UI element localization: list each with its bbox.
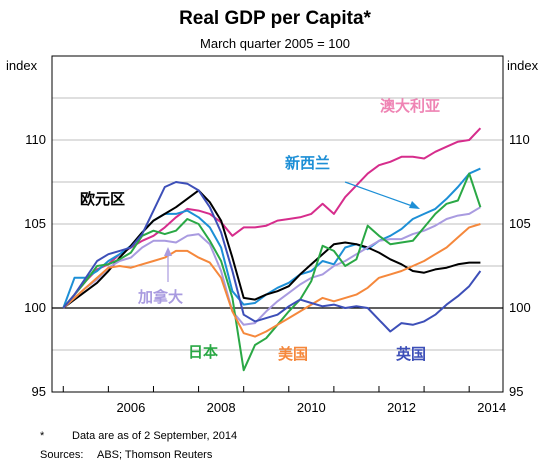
x-tick-label: 2014	[477, 400, 506, 415]
x-tick-label: 2010	[297, 400, 326, 415]
y-tick-label-left: 105	[24, 216, 46, 231]
x-tick-label: 2006	[116, 400, 145, 415]
series-line	[62, 172, 482, 372]
grid	[52, 97, 503, 351]
canada-annotation-arrowhead	[164, 247, 172, 256]
label-japan: 日本	[188, 343, 218, 361]
x-tick-label: 2012	[387, 400, 416, 415]
x-tick-label: 2008	[207, 400, 236, 415]
y-tick-labels: 95 95 100 100 105 105 110 110	[24, 132, 530, 399]
footnote-sources-label: Sources:	[40, 449, 83, 461]
y-tick-label-left: 95	[32, 384, 46, 399]
footnote-asterisk: *	[40, 430, 45, 442]
series-line	[62, 223, 481, 338]
chart-subtitle: March quarter 2005 = 100	[200, 36, 350, 51]
series-line	[62, 167, 481, 309]
series-layer	[62, 127, 482, 372]
label-uk: 英国	[396, 345, 426, 363]
series-line	[62, 181, 482, 333]
series-line	[62, 127, 482, 309]
y-tick-label-right: 95	[509, 384, 523, 399]
y-axis-label-left: index	[6, 58, 38, 73]
y-tick-label-left: 100	[24, 300, 46, 315]
nz-annotation-arrowhead	[409, 201, 420, 209]
footnote-note: Data are as of 2 September, 2014	[72, 430, 237, 442]
label-australia: 澳大利亚	[380, 97, 440, 115]
label-euro-area: 欧元区	[80, 190, 125, 208]
label-canada: 加拿大	[137, 288, 183, 306]
nz-annotation-arrow	[344, 181, 416, 208]
label-us: 美国	[278, 345, 308, 363]
plot-frame	[51, 55, 504, 393]
y-axis-label-right: index	[507, 58, 539, 73]
chart-title: Real GDP per Capita*	[179, 8, 371, 29]
footnote-sources: ABS; Thomson Reuters	[97, 449, 213, 461]
x-tick-labels: 2006 2008 2010 2012 2014	[116, 400, 506, 415]
y-tick-label-right: 100	[509, 300, 531, 315]
y-tick-label-right: 105	[509, 216, 531, 231]
y-tick-label-left: 110	[25, 132, 46, 147]
series-line	[62, 206, 481, 326]
label-new-zealand: 新西兰	[285, 154, 330, 172]
y-tick-label-right: 110	[509, 132, 530, 147]
axis-ticks	[62, 386, 470, 392]
series-line	[62, 189, 481, 309]
